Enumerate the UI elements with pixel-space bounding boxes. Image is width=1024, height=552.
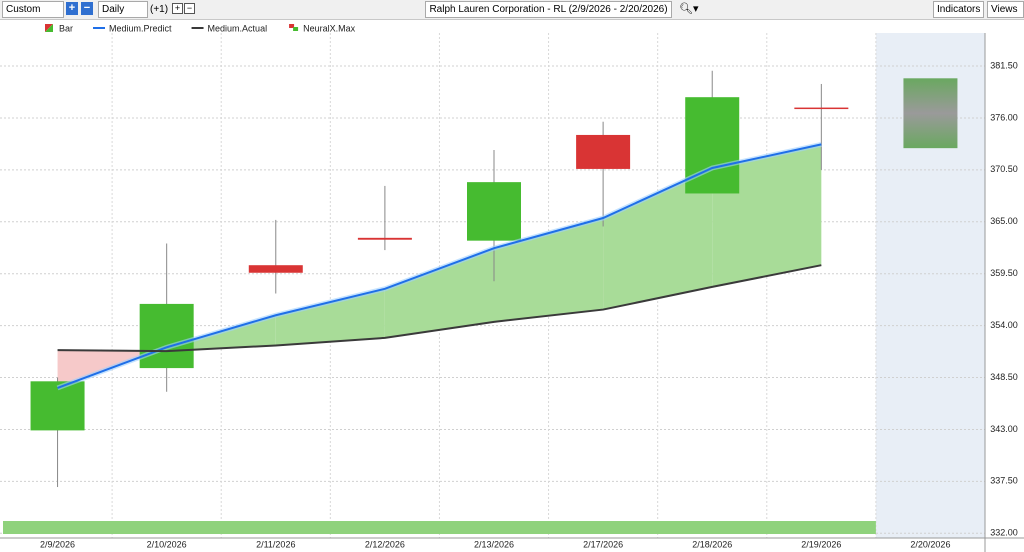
x-tick-label: 2/9/2026 xyxy=(40,539,75,549)
y-tick-label: 337.50 xyxy=(990,476,1018,486)
zoom-out[interactable]: − xyxy=(81,2,93,15)
candle-body xyxy=(248,265,303,273)
x-tick-label: 2/13/2026 xyxy=(474,539,514,549)
y-tick-label: 343.00 xyxy=(990,424,1018,434)
spread-area xyxy=(603,167,713,310)
candle-body xyxy=(30,381,85,431)
candle-body xyxy=(576,134,631,169)
forecast-range xyxy=(903,78,958,149)
legend-label: Bar xyxy=(59,23,73,33)
y-tick-label: 365.00 xyxy=(990,216,1018,226)
spread-area xyxy=(712,144,822,287)
y-tick-label: 354.00 xyxy=(990,320,1018,330)
line-series xyxy=(57,143,822,389)
x-tick-label: 2/19/2026 xyxy=(801,539,841,549)
candle-body xyxy=(357,237,412,240)
spread-area xyxy=(275,288,385,346)
legend-label: Medium.Predict xyxy=(109,23,172,33)
legend-icon xyxy=(45,24,53,32)
y-tick-label: 348.50 xyxy=(990,372,1018,382)
legend-label: NeuralX.Max xyxy=(303,23,356,33)
y-tick-label: 332.00 xyxy=(990,528,1018,538)
offset-plus[interactable]: + xyxy=(172,3,183,14)
y-tick-label: 370.50 xyxy=(990,164,1018,174)
volume-strip xyxy=(3,521,876,534)
spread-area xyxy=(494,218,604,322)
y-tick-label: 359.50 xyxy=(990,268,1018,278)
offset-label: (+1) xyxy=(150,4,169,15)
x-tick-label: 2/20/2026 xyxy=(910,539,950,549)
y-tick-label: 376.00 xyxy=(990,112,1018,122)
x-tick-label: 2/12/2026 xyxy=(365,539,405,549)
offset-minus[interactable]: − xyxy=(184,3,195,14)
x-tick-label: 2/10/2026 xyxy=(147,539,187,549)
interval-select[interactable]: Daily xyxy=(98,1,148,18)
zoom-in[interactable]: + xyxy=(66,2,78,15)
legend-icon xyxy=(293,27,299,31)
search-icon[interactable]: 🔍︎▾ xyxy=(679,3,699,15)
symbol-title[interactable]: Ralph Lauren Corporation - RL (2/9/2026 … xyxy=(425,1,672,18)
indicators-button[interactable]: Indicators xyxy=(933,1,984,18)
line-series xyxy=(57,264,822,353)
candle-body xyxy=(139,303,194,369)
toolbar: Custom + − Daily (+1) + − Ralph Lauren C… xyxy=(0,0,1024,20)
x-tick-label: 2/18/2026 xyxy=(692,539,732,549)
x-tick-label: 2/17/2026 xyxy=(583,539,623,549)
x-tick-label: 2/11/2026 xyxy=(256,539,295,549)
candle-body xyxy=(794,107,849,110)
y-tick-label: 381.50 xyxy=(990,60,1018,70)
period-select[interactable]: Custom xyxy=(2,1,64,18)
legend-label: Medium.Actual xyxy=(208,23,268,33)
legend-icon xyxy=(289,24,295,28)
spread-area xyxy=(384,248,494,338)
candle-body xyxy=(467,182,521,241)
